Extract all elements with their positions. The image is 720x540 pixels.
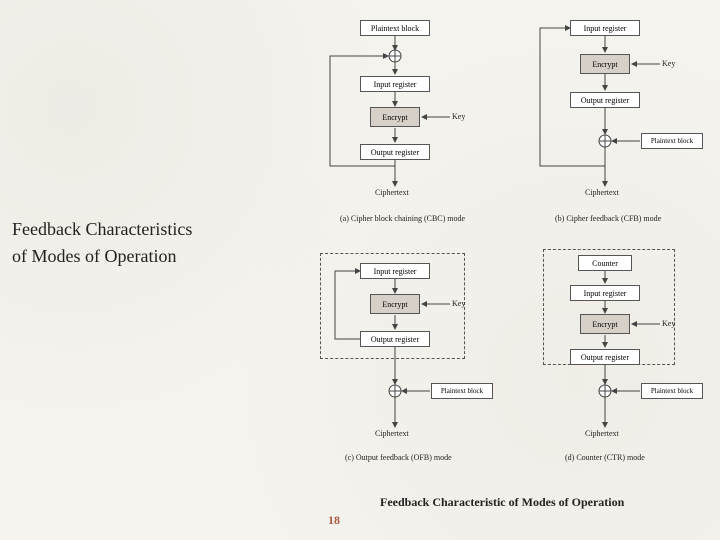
ctr-encrypt-box: Encrypt (580, 314, 630, 334)
cfb-input-reg-box: Input register (570, 20, 640, 36)
figure-caption: Feedback Characteristic of Modes of Oper… (380, 495, 624, 510)
ctr-ciphertext-label: Ciphertext (585, 429, 619, 438)
cbc-plaintext-box: Plaintext block (360, 20, 430, 36)
ofb-ciphertext-label: Ciphertext (375, 429, 409, 438)
title-line-2: of Modes of Operation (12, 243, 192, 270)
ofb-plaintext-box: Plaintext block (431, 383, 493, 399)
cbc-key-label: Key (452, 112, 465, 121)
panel-ofb-wires (300, 249, 495, 474)
cbc-ciphertext-label: Ciphertext (375, 188, 409, 197)
ctr-counter-box: Counter (578, 255, 632, 271)
ctr-input-reg-box: Input register (570, 285, 640, 301)
cfb-key-label: Key (662, 59, 675, 68)
panel-cbc: Plaintext block Input register Encrypt O… (300, 14, 495, 234)
cfb-ciphertext-label: Ciphertext (585, 188, 619, 197)
ctr-caption: (d) Counter (CTR) mode (565, 453, 645, 462)
ofb-output-reg-box: Output register (360, 331, 430, 347)
page-number: 18 (328, 513, 340, 528)
cfb-encrypt-box: Encrypt (580, 54, 630, 74)
panel-ctr: Counter Input register Encrypt Output re… (510, 249, 705, 474)
title-line-1: Feedback Characteristics (12, 216, 192, 243)
panel-cfb-wires (510, 14, 705, 234)
cbc-caption: (a) Cipher block chaining (CBC) mode (340, 214, 465, 223)
ofb-encrypt-box: Encrypt (370, 294, 420, 314)
panel-ofb: Input register Encrypt Output register P… (300, 249, 495, 474)
diagram-area: Plaintext block Input register Encrypt O… (280, 14, 710, 494)
cbc-output-reg-box: Output register (360, 144, 430, 160)
ofb-input-reg-box: Input register (360, 263, 430, 279)
ctr-key-label: Key (662, 319, 675, 328)
panel-cfb: Input register Encrypt Output register P… (510, 14, 705, 234)
cbc-input-reg-box: Input register (360, 76, 430, 92)
cfb-output-reg-box: Output register (570, 92, 640, 108)
slide-title: Feedback Characteristics of Modes of Ope… (12, 216, 192, 270)
ctr-output-reg-box: Output register (570, 349, 640, 365)
ctr-plaintext-box: Plaintext block (641, 383, 703, 399)
ofb-caption: (c) Output feedback (OFB) mode (345, 453, 452, 462)
ofb-key-label: Key (452, 299, 465, 308)
cfb-caption: (b) Cipher feedback (CFB) mode (555, 214, 661, 223)
cbc-encrypt-box: Encrypt (370, 107, 420, 127)
cfb-plaintext-box: Plaintext block (641, 133, 703, 149)
